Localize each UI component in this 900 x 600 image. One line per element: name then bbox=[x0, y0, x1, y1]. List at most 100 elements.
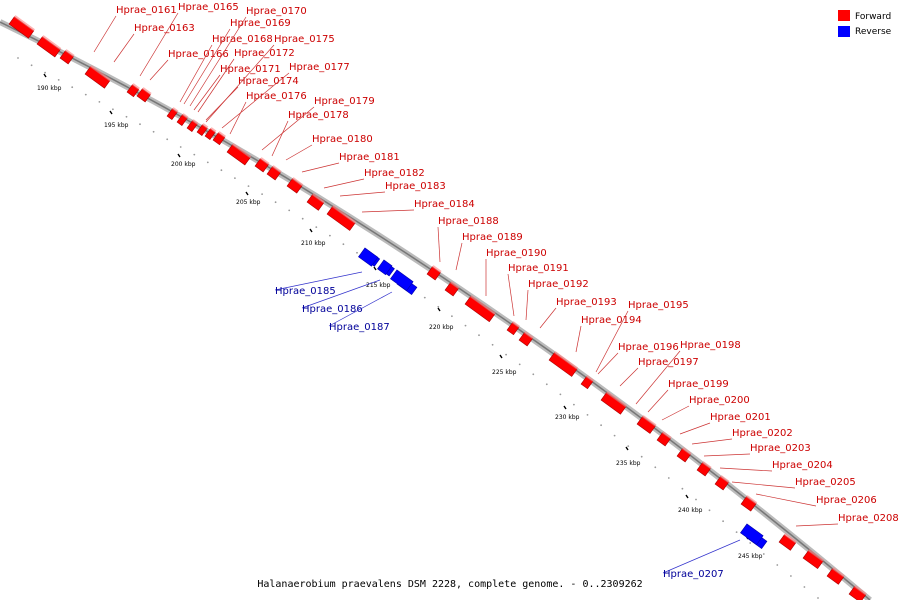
gene-label[interactable]: Hprae_0206 bbox=[816, 495, 877, 506]
label-layer: Hprae_0161 Hprae_0163 Hprae_0165 Hprae_0166… bbox=[93, 2, 899, 580]
gene-leader-line bbox=[679, 422, 711, 435]
forward-gene-box[interactable] bbox=[802, 549, 825, 570]
gene-label[interactable]: Hprae_0187 bbox=[329, 322, 390, 333]
gene-label[interactable]: Hprae_0165 bbox=[178, 2, 239, 13]
forward-gene-box[interactable] bbox=[306, 193, 325, 211]
forward-gene-box[interactable] bbox=[580, 375, 594, 390]
forward-gene-box[interactable] bbox=[826, 567, 845, 585]
forward-gene-box[interactable] bbox=[426, 265, 442, 281]
gene-label[interactable]: Hprae_0208 bbox=[838, 513, 899, 524]
forward-gene-box[interactable] bbox=[518, 331, 534, 347]
gene-label[interactable]: Hprae_0192 bbox=[528, 279, 589, 290]
reverse-gene-box[interactable] bbox=[377, 259, 393, 276]
tick-mark bbox=[563, 405, 567, 410]
gene-label[interactable]: Hprae_0178 bbox=[288, 110, 349, 121]
gene-label[interactable]: Hprae_0179 bbox=[314, 96, 375, 107]
scale-dot bbox=[505, 353, 507, 356]
forward-gene-box[interactable] bbox=[464, 295, 496, 323]
forward-gene-box[interactable] bbox=[636, 415, 657, 434]
forward-gene-box[interactable] bbox=[84, 65, 111, 89]
gene-label[interactable]: Hprae_0183 bbox=[385, 181, 446, 192]
gene-leader-line bbox=[301, 162, 340, 173]
gene-label[interactable]: Hprae_0170 bbox=[246, 6, 307, 17]
forward-gene-box[interactable] bbox=[176, 113, 189, 126]
gene-label[interactable]: Hprae_0180 bbox=[312, 134, 373, 145]
forward-gene-box[interactable] bbox=[600, 391, 627, 415]
scale-dot bbox=[722, 520, 724, 523]
scale-dot bbox=[776, 564, 779, 566]
gene-label[interactable]: Hprae_0185 bbox=[275, 286, 336, 297]
forward-gene-box[interactable] bbox=[226, 143, 252, 166]
gene-label[interactable]: Hprae_0207 bbox=[663, 569, 724, 580]
gene-label[interactable]: Hprae_0169 bbox=[230, 18, 291, 29]
forward-gene-box[interactable] bbox=[186, 119, 199, 132]
gene-label[interactable]: Hprae_0175 bbox=[274, 34, 335, 45]
gene-label[interactable]: Hprae_0190 bbox=[486, 248, 547, 259]
gene-label[interactable]: Hprae_0166 bbox=[168, 49, 229, 60]
gene-label[interactable]: Hprae_0191 bbox=[508, 263, 569, 274]
forward-gene-box[interactable] bbox=[548, 351, 579, 377]
forward-gene-box[interactable] bbox=[714, 475, 730, 491]
gene-leader-line bbox=[197, 58, 235, 113]
gene-label[interactable]: Hprae_0181 bbox=[339, 152, 400, 163]
gene-label[interactable]: Hprae_0168 bbox=[212, 34, 273, 45]
gene-label[interactable]: Hprae_0203 bbox=[750, 443, 811, 454]
gene-label[interactable]: Hprae_0184 bbox=[414, 199, 475, 210]
gene-label[interactable]: Hprae_0163 bbox=[134, 23, 195, 34]
gene-label[interactable]: Hprae_0201 bbox=[710, 412, 771, 423]
gene-label[interactable]: Hprae_0200 bbox=[689, 395, 750, 406]
forward-gene-box[interactable] bbox=[740, 495, 758, 512]
gene-label[interactable]: Hprae_0197 bbox=[638, 357, 699, 368]
forward-gene-box[interactable] bbox=[266, 165, 282, 181]
gene-label[interactable]: Hprae_0161 bbox=[116, 5, 177, 16]
forward-gene-box[interactable] bbox=[696, 461, 712, 477]
gene-leader-line bbox=[662, 539, 741, 574]
gene-label[interactable]: Hprae_0202 bbox=[732, 428, 793, 439]
gene-label[interactable]: Hprae_0176 bbox=[246, 91, 307, 102]
gene-label[interactable]: Hprae_0189 bbox=[462, 232, 523, 243]
forward-gene-box[interactable] bbox=[204, 127, 217, 140]
gene-label[interactable]: Hprae_0198 bbox=[680, 340, 741, 351]
gene-label[interactable]: Hprae_0172 bbox=[234, 48, 295, 59]
gene-label[interactable]: Hprae_0195 bbox=[628, 300, 689, 311]
gene-label[interactable]: Hprae_0196 bbox=[618, 342, 679, 353]
forward-gene-box[interactable] bbox=[676, 447, 692, 463]
forward-gene-box[interactable] bbox=[36, 35, 62, 58]
gene-label[interactable]: Hprae_0177 bbox=[289, 62, 350, 73]
scale-dot bbox=[613, 434, 616, 437]
reverse-gene-box[interactable] bbox=[390, 269, 414, 292]
scale-dot bbox=[437, 305, 440, 308]
gene-label[interactable]: Hprae_0193 bbox=[556, 297, 617, 308]
scale-dot bbox=[451, 315, 453, 318]
gene-label[interactable]: Hprae_0199 bbox=[668, 379, 729, 390]
gene-label[interactable]: Hprae_0186 bbox=[302, 304, 363, 315]
gene-label[interactable]: Hprae_0204 bbox=[772, 460, 833, 471]
gene-label[interactable]: Hprae_0188 bbox=[438, 216, 499, 227]
forward-gene-box[interactable] bbox=[8, 15, 35, 39]
forward-gene-box[interactable] bbox=[136, 87, 152, 103]
gene-label[interactable]: Hprae_0174 bbox=[238, 76, 299, 87]
tick-mark bbox=[245, 191, 249, 196]
forward-gene-box[interactable] bbox=[196, 123, 209, 136]
reverse-gene-box[interactable] bbox=[358, 247, 379, 267]
gene-leader-line bbox=[691, 438, 733, 445]
gene-label[interactable]: Hprae_0205 bbox=[795, 477, 856, 488]
gene-leader-line bbox=[525, 289, 529, 321]
gene-label[interactable]: Hprae_0194 bbox=[581, 315, 642, 326]
forward-gene-box[interactable] bbox=[166, 107, 179, 120]
forward-gene-box[interactable] bbox=[126, 83, 140, 98]
forward-gene-box[interactable] bbox=[778, 533, 797, 551]
gene-label[interactable]: Hprae_0171 bbox=[220, 64, 281, 75]
reverse-gene-box[interactable] bbox=[740, 523, 764, 546]
forward-gene-box[interactable] bbox=[444, 281, 460, 297]
forward-gene-box[interactable] bbox=[326, 205, 357, 231]
forward-gene-box[interactable] bbox=[212, 131, 226, 146]
forward-gene-box[interactable] bbox=[506, 321, 520, 336]
forward-gene-box[interactable] bbox=[848, 585, 867, 600]
gene-label[interactable]: Hprae_0182 bbox=[364, 168, 425, 179]
forward-gene-box[interactable] bbox=[286, 177, 304, 194]
forward-gene-box[interactable] bbox=[59, 49, 75, 65]
forward-gene-box[interactable] bbox=[656, 431, 672, 447]
forward-gene-box[interactable] bbox=[254, 157, 270, 173]
